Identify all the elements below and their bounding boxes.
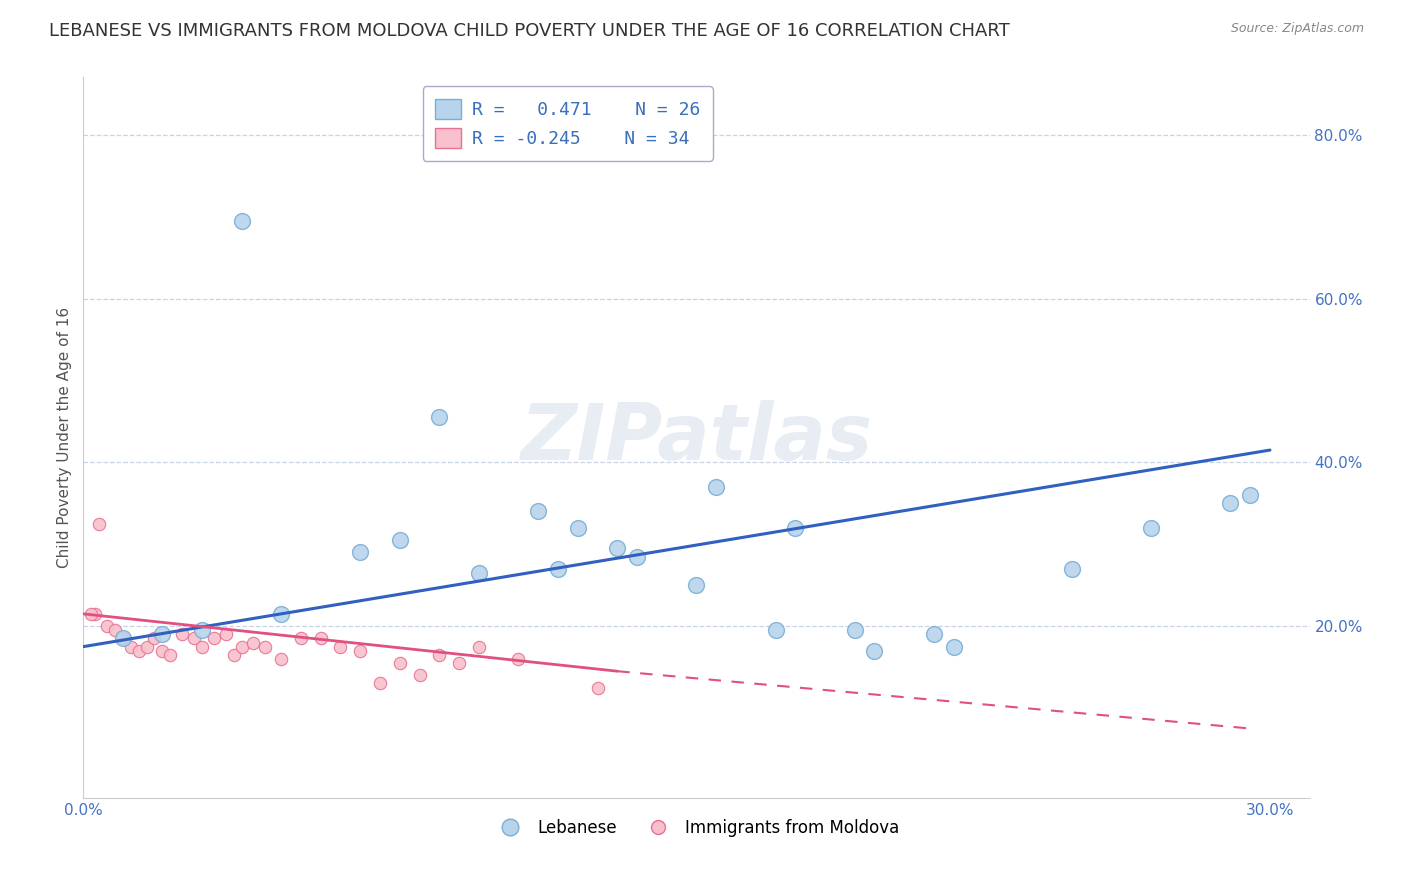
- Point: [270, 652, 292, 666]
- Point: [191, 624, 214, 638]
- Point: [586, 681, 609, 695]
- Point: [231, 213, 253, 227]
- Text: LEBANESE VS IMMIGRANTS FROM MOLDOVA CHILD POVERTY UNDER THE AGE OF 16 CORRELATIO: LEBANESE VS IMMIGRANTS FROM MOLDOVA CHIL…: [49, 22, 1010, 40]
- Point: [368, 676, 391, 690]
- Point: [87, 516, 110, 531]
- Point: [1219, 496, 1241, 510]
- Point: [152, 627, 174, 641]
- Point: [785, 521, 807, 535]
- Point: [128, 644, 150, 658]
- Y-axis label: Child Poverty Under the Age of 16: Child Poverty Under the Age of 16: [58, 307, 72, 568]
- Point: [449, 656, 471, 670]
- Point: [329, 640, 352, 654]
- Point: [427, 648, 450, 662]
- Point: [527, 504, 550, 518]
- Point: [159, 648, 181, 662]
- Point: [270, 607, 292, 621]
- Point: [922, 627, 945, 641]
- Point: [1062, 562, 1084, 576]
- Point: [202, 632, 225, 646]
- Point: [547, 562, 569, 576]
- Point: [135, 640, 157, 654]
- Point: [468, 566, 491, 580]
- Point: [427, 410, 450, 425]
- Point: [290, 632, 312, 646]
- Point: [111, 632, 134, 646]
- Point: [704, 480, 727, 494]
- Point: [84, 607, 107, 621]
- Point: [844, 624, 866, 638]
- Point: [1239, 488, 1261, 502]
- Point: [191, 640, 214, 654]
- Point: [349, 545, 371, 559]
- Point: [120, 640, 142, 654]
- Point: [80, 607, 103, 621]
- Point: [508, 652, 530, 666]
- Text: Source: ZipAtlas.com: Source: ZipAtlas.com: [1230, 22, 1364, 36]
- Point: [111, 632, 134, 646]
- Point: [96, 619, 118, 633]
- Point: [172, 627, 194, 641]
- Point: [388, 533, 411, 548]
- Point: [183, 632, 205, 646]
- Point: [143, 632, 166, 646]
- Point: [152, 644, 174, 658]
- Point: [309, 632, 332, 646]
- Point: [231, 640, 253, 654]
- Point: [222, 648, 245, 662]
- Point: [349, 644, 371, 658]
- Point: [468, 640, 491, 654]
- Point: [567, 521, 589, 535]
- Point: [765, 624, 787, 638]
- Point: [626, 549, 648, 564]
- Point: [388, 656, 411, 670]
- Point: [606, 541, 628, 556]
- Point: [863, 644, 886, 658]
- Point: [254, 640, 277, 654]
- Point: [685, 578, 707, 592]
- Legend: Lebanese, Immigrants from Moldova: Lebanese, Immigrants from Moldova: [486, 813, 905, 844]
- Point: [104, 624, 127, 638]
- Text: ZIPatlas: ZIPatlas: [520, 400, 873, 475]
- Point: [942, 640, 965, 654]
- Point: [1140, 521, 1163, 535]
- Point: [242, 635, 264, 649]
- Point: [215, 627, 238, 641]
- Point: [408, 668, 430, 682]
